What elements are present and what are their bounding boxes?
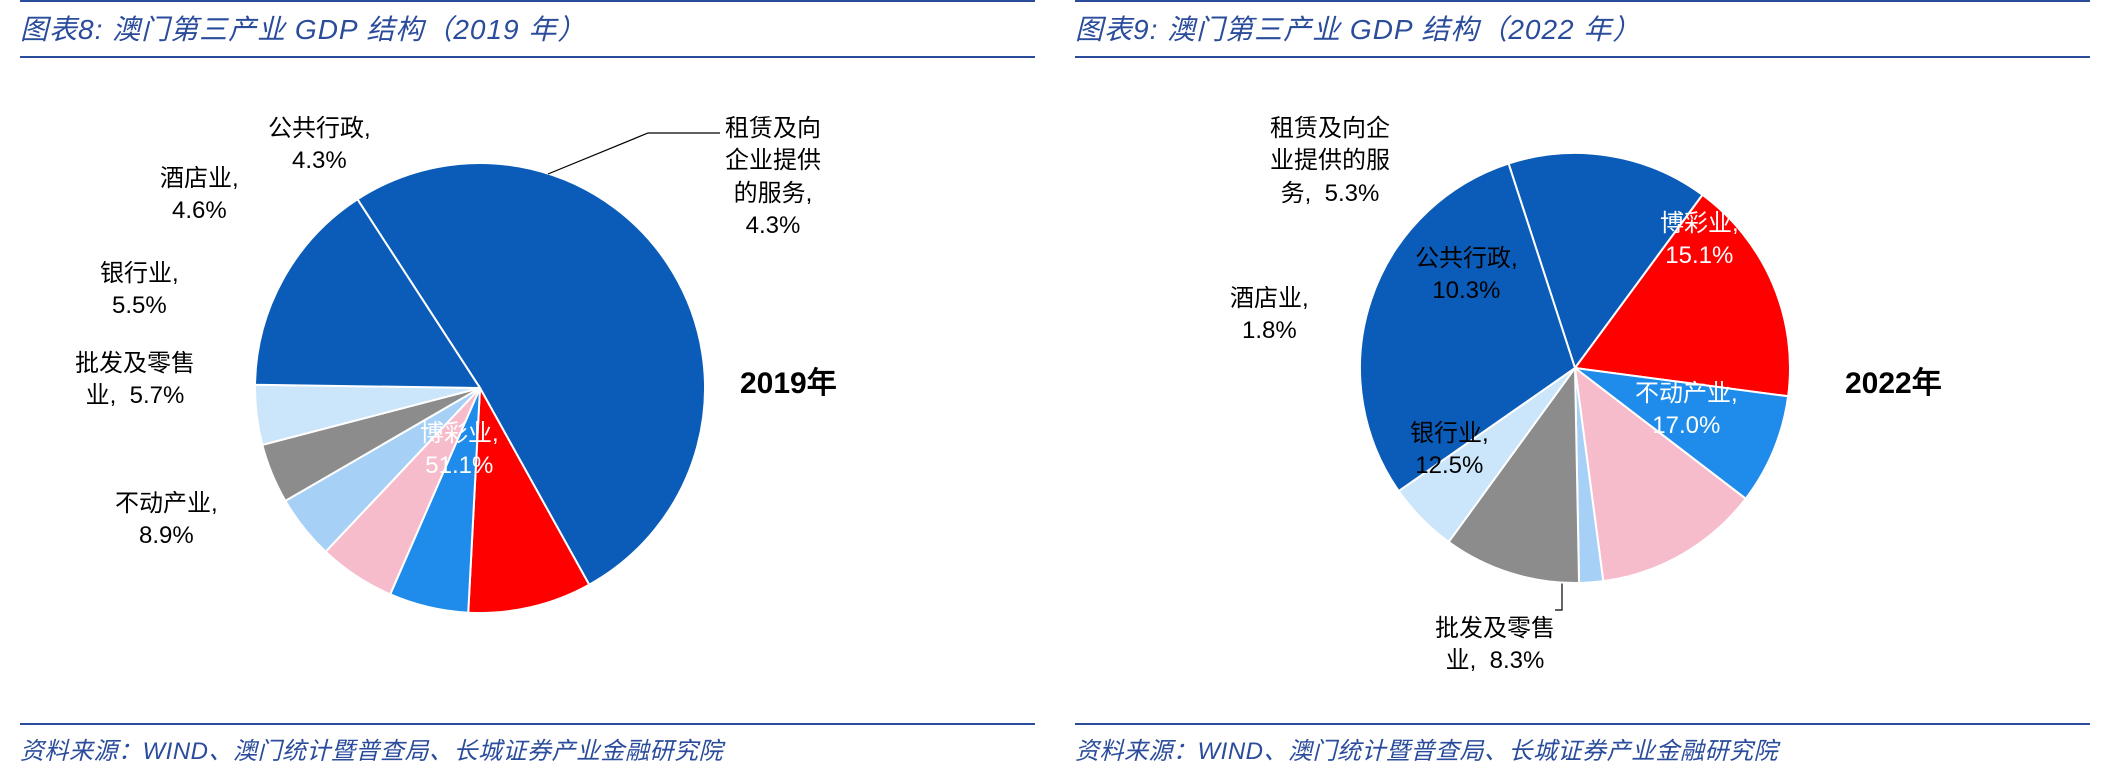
chart-area-2019: 2019年 博彩业, 51.1% 不动产业, 8.9% 批发及零售 业, 5.7% 银… xyxy=(20,58,1035,723)
slice-label-不动产业: 不动产业, 17.0% xyxy=(1635,378,1738,443)
leader-line xyxy=(1555,582,1562,610)
source-2022: 资料来源：WIND、澳门统计暨普查局、长城证券产业金融研究院 xyxy=(1075,723,2090,770)
chart-title-2019: 图表8: 澳门第三产业 GDP 结构（2019 年） xyxy=(20,0,1035,58)
slice-label-批发及零售业: 批发及零售 业, 5.7% xyxy=(75,348,195,413)
slice-label-博彩业: 博彩业, 51.1% xyxy=(420,418,499,483)
panel-2022: 图表9: 澳门第三产业 GDP 结构（2022 年） 2022年 博彩业, 15… xyxy=(1055,0,2110,770)
slice-label-公共行政: 公共行政, 4.3% xyxy=(268,113,371,178)
slice-label-租赁及向企业提供的服务: 租赁及向 企业提供 的服务, 4.3% xyxy=(725,113,821,243)
slice-label-租赁及向企业提供的服务: 租赁及向企 业提供的服 务, 5.3% xyxy=(1270,113,1390,210)
slice-label-银行业: 银行业, 12.5% xyxy=(1410,418,1489,483)
slice-label-酒店业: 酒店业, 1.8% xyxy=(1230,283,1309,348)
slice-label-批发及零售业: 批发及零售 业, 8.3% xyxy=(1435,613,1555,678)
leader-line xyxy=(548,133,720,174)
panel-2019: 图表8: 澳门第三产业 GDP 结构（2019 年） 2019年 博彩业, 51… xyxy=(0,0,1055,770)
slice-label-博彩业: 博彩业, 15.1% xyxy=(1660,208,1739,273)
chart-area-2022: 2022年 博彩业, 15.1% 不动产业, 17.0% 批发及零售 业, 8.3%… xyxy=(1075,58,2090,723)
pie-chart-2022 xyxy=(1075,58,2110,718)
chart-title-2022: 图表9: 澳门第三产业 GDP 结构（2022 年） xyxy=(1075,0,2090,58)
source-2019: 资料来源：WIND、澳门统计暨普查局、长城证券产业金融研究院 xyxy=(20,723,1035,770)
slice-label-银行业: 银行业, 5.5% xyxy=(100,258,179,323)
year-label-2022: 2022年 xyxy=(1845,358,1942,402)
slice-label-酒店业: 酒店业, 4.6% xyxy=(160,163,239,228)
slice-label-公共行政: 公共行政, 10.3% xyxy=(1415,243,1518,308)
slice-label-不动产业: 不动产业, 8.9% xyxy=(115,488,218,553)
year-label-2019: 2019年 xyxy=(740,358,837,402)
